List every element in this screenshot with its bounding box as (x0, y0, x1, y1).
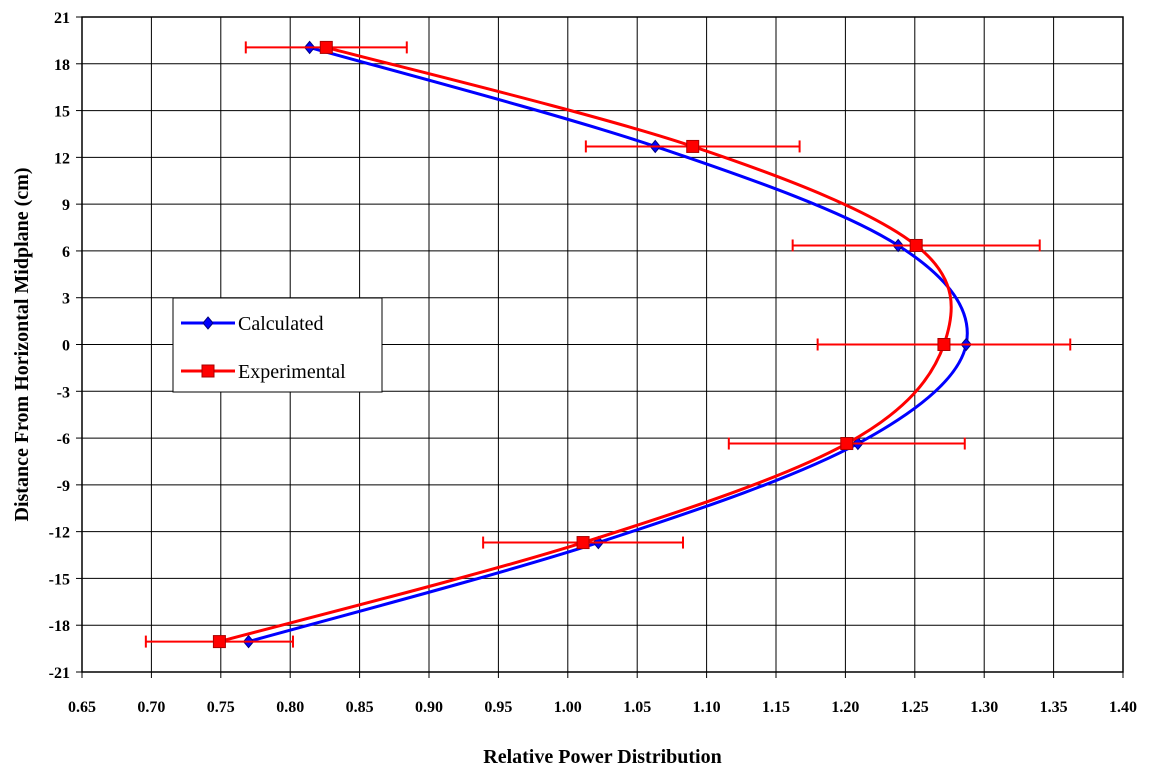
x-tick-label: 1.05 (623, 699, 651, 716)
data-point-square (319, 40, 333, 54)
y-tick-label: -9 (57, 478, 70, 495)
y-tick-label: 21 (54, 10, 70, 27)
data-point-square (840, 437, 854, 451)
legend-marker (201, 364, 215, 378)
y-axis-title: Distance From Horizontal Midplane (cm) (11, 167, 33, 521)
y-tick-label: 6 (62, 244, 70, 261)
y-tick-label: 0 (62, 338, 70, 355)
y-tick-label: -21 (49, 665, 70, 682)
x-tick-label: 1.15 (762, 699, 790, 716)
data-point-square (212, 635, 226, 649)
plot-border (81, 16, 1124, 673)
y-tick-label: 15 (54, 104, 70, 121)
data-point-square (909, 238, 923, 252)
x-tick-label: 0.85 (346, 699, 374, 716)
y-tick-label: 9 (62, 197, 70, 214)
y-tick-label: -3 (57, 384, 70, 401)
legend-label: Calculated (238, 313, 324, 335)
x-tick-label: 1.40 (1109, 699, 1137, 716)
x-tick-label: 1.30 (970, 699, 998, 716)
x-tick-label: 0.95 (484, 699, 512, 716)
legend-item-experimental: Experimental (181, 361, 346, 383)
data-point-square (937, 338, 951, 351)
y-tick-labels: 21 18 15 12 9 6 3 0 -3 -6 -9 -12 -15 -18 -21 (49, 10, 70, 682)
data-point-square (686, 139, 700, 153)
series (144, 40, 1072, 649)
y-tick-label: -12 (49, 525, 70, 542)
y-tick-label: -15 (49, 571, 70, 588)
y-tick-label: 12 (54, 150, 70, 167)
y-tick-label: 18 (54, 57, 70, 74)
data-point-square (576, 536, 590, 550)
legend-items: Calculated Experimental (181, 313, 346, 383)
legend: Calculated Experimental (172, 297, 383, 393)
legend-label: Experimental (238, 361, 346, 383)
x-axis-title: Relative Power Distribution (483, 746, 722, 768)
x-tick-label: 0.80 (276, 699, 304, 716)
series-experimental (144, 40, 1072, 649)
x-tick-label: 1.20 (831, 699, 859, 716)
x-tick-label: 0.65 (68, 699, 96, 716)
x-tick-labels: 0.65 0.70 0.75 0.80 0.85 0.90 0.95 1.00 1.05 1.10… (68, 699, 1137, 716)
x-tick-label: 0.70 (137, 699, 165, 716)
x-tick-label: 1.00 (554, 699, 582, 716)
y-tick-label: -6 (57, 431, 70, 448)
x-tick-label: 1.10 (693, 699, 721, 716)
x-tick-label: 1.25 (901, 699, 929, 716)
y-tick-label: -18 (49, 618, 70, 635)
x-tick-label: 0.90 (415, 699, 443, 716)
legend-marker (202, 316, 214, 330)
legend-item-calculated: Calculated (181, 313, 324, 335)
y-tick-label: 3 (62, 291, 70, 308)
x-tick-label: 1.35 (1040, 699, 1068, 716)
x-tick-label: 0.75 (207, 699, 235, 716)
